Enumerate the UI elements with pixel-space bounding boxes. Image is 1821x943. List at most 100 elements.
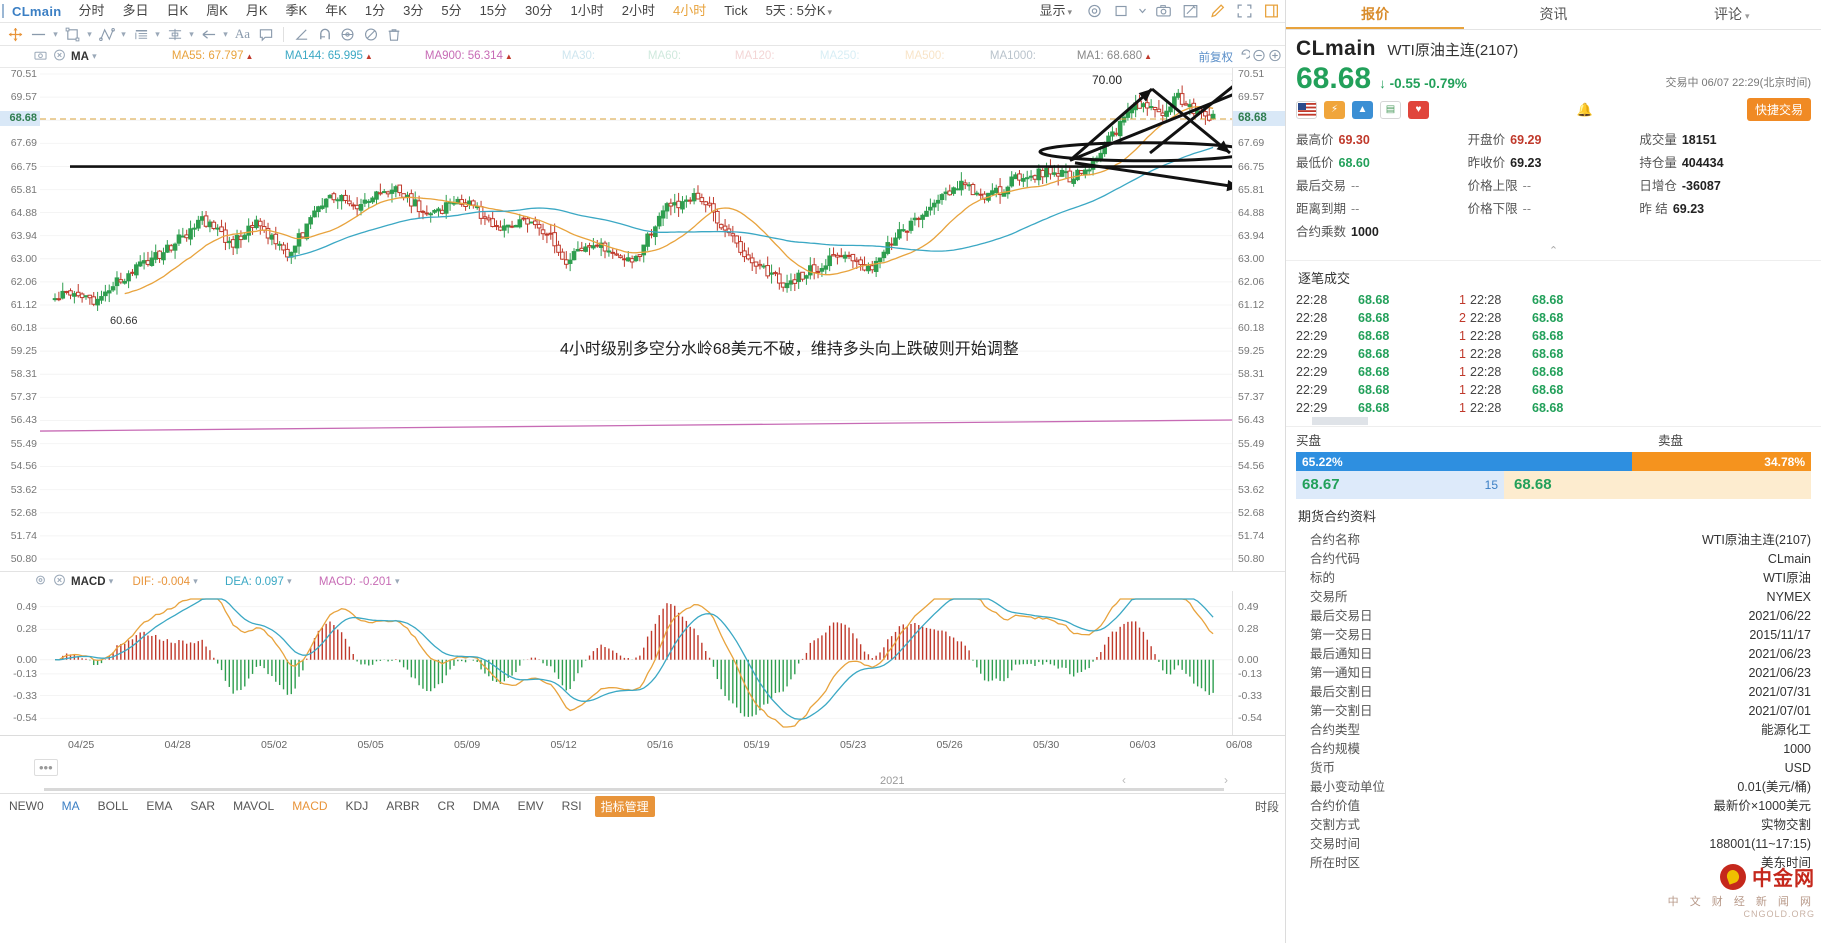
polyline-icon[interactable] [95,24,118,45]
note-icon[interactable]: ▤ [1380,100,1401,119]
segment-label[interactable]: 时段 [1254,799,1279,814]
ma-item-0[interactable]: MA55: 67.797 ▲ [171,49,254,62]
indicator-cr[interactable]: CR [437,799,455,813]
text-block-icon[interactable] [129,24,152,45]
ma-item-2[interactable]: MA900: 56.314 ▲ [424,49,513,62]
macd-plot[interactable] [40,591,1232,735]
indicator-mavol[interactable]: MAVOL [233,799,275,813]
annotate-icon[interactable] [1180,2,1201,20]
indicator-ma[interactable]: MA [61,799,80,813]
rectangle-chevron-down-icon[interactable]: ▾ [87,28,92,39]
custom-timeframe-dropdown[interactable]: 5天 : 5分K ▾ [765,2,833,18]
timeframe-9[interactable]: 5分 [441,3,462,18]
text-block-chevron-down-icon[interactable]: ▾ [155,28,160,39]
indicator-new0[interactable]: NEW0 [9,799,44,813]
rectangle-icon[interactable] [61,24,84,45]
indicator-macd[interactable]: MACD [292,799,328,813]
scrollbar-thumb[interactable] [44,788,1224,791]
timeframe-13[interactable]: 2小时 [621,3,655,18]
timeframe-15[interactable]: Tick [724,3,748,18]
polyline-chevron-down-icon[interactable]: ▾ [121,28,126,39]
arrow-left-icon[interactable] [197,24,220,45]
ma-item-9[interactable]: MA1: 68.680 ▲ [1076,49,1153,62]
macd-close-icon[interactable] [53,574,66,589]
timeframe-3[interactable]: 周K [206,3,228,18]
pyramid-icon[interactable]: ▲ [1352,100,1373,119]
macd-settings-icon[interactable] [34,574,47,589]
indicator-rsi[interactable]: RSI [561,799,582,813]
indicator-sar[interactable]: SAR [190,799,216,813]
timeframe-10[interactable]: 15分 [479,3,508,18]
comment-icon[interactable] [254,24,277,45]
quote-tab-2[interactable]: 评论 ▾ [1714,6,1750,22]
indicator-manager-button[interactable]: 指标管理 [594,795,655,817]
ma-item-6[interactable]: MA250: [819,49,860,62]
no-draw-icon[interactable] [359,24,382,45]
ma-chevron-down-icon[interactable]: ▾ [92,51,97,61]
ma-item-4[interactable]: MA60: [647,49,682,62]
timeframe-14[interactable]: 4小时 [672,3,707,18]
zoom-in-icon[interactable] [1268,49,1282,65]
indicator-arbr[interactable]: ARBR [386,799,420,813]
more-options-icon[interactable]: ••• [34,759,58,776]
chevron-up-icon[interactable]: ⌃ [1286,242,1821,261]
undo-icon[interactable] [1236,48,1251,65]
tab-chevron-down-icon[interactable]: ▾ [1745,11,1750,21]
zoom-out-icon[interactable] [1252,49,1266,65]
panel-icon[interactable] [1261,2,1282,20]
timeframe-2[interactable]: 日K [166,3,189,18]
timeframe-12[interactable]: 1小时 [570,3,604,18]
lightning-icon[interactable]: ⚡ [1324,100,1345,119]
scroll-left-icon[interactable]: ‹ [1122,773,1126,787]
adjust-mode-label[interactable]: 前复权 [1198,51,1234,64]
indicator-emv[interactable]: EMV [517,799,544,813]
line-icon[interactable] [27,24,50,45]
chevron-down-icon[interactable] [1138,2,1147,20]
candlestick-plot[interactable] [40,68,1232,571]
indicator-boll[interactable]: BOLL [97,799,129,813]
display-menu[interactable]: 显示 ▾ [1039,2,1072,18]
bell-icon[interactable]: 🔔 [1576,101,1594,117]
timeframe-0[interactable]: 分时 [78,3,105,18]
ma-item-7[interactable]: MA500: [904,49,945,62]
timeframe-1[interactable]: 多日 [122,3,149,18]
timeframe-7[interactable]: 1分 [364,3,386,18]
dea-chevron-down-icon[interactable]: ▾ [287,576,292,586]
quote-tab-0[interactable]: 报价 [1286,0,1465,29]
ma-item-1[interactable]: MA144: 65.995 ▲ [284,49,373,62]
magnet-icon[interactable] [313,24,336,45]
timeframe-8[interactable]: 3分 [403,3,424,18]
ma-item-8[interactable]: MA1000: [989,49,1036,62]
eye-lock-icon[interactable] [336,24,359,45]
chart-symbol-label[interactable]: CLmain [12,3,62,19]
text-icon[interactable]: Aa [234,26,251,41]
ma-item-3[interactable]: MA30: [561,49,596,62]
timeframe-6[interactable]: 年K [325,3,347,18]
quote-tab-1[interactable]: 资讯 [1539,6,1568,22]
fib-icon[interactable] [163,24,186,45]
timeframe-5[interactable]: 季K [285,3,308,18]
indicator-dma[interactable]: DMA [472,799,500,813]
timeframe-11[interactable]: 30分 [525,3,553,18]
quick-trade-button[interactable]: 快捷交易 [1746,98,1811,121]
line-chevron-down-icon[interactable]: ▾ [53,28,58,39]
macd-chevron-down-icon[interactable]: ▾ [108,576,114,586]
move-icon[interactable] [4,24,27,45]
indicator-ema[interactable]: EMA [146,799,173,813]
angle-icon[interactable] [290,24,313,45]
ma-item-5[interactable]: MA120: [734,49,775,62]
trash-icon[interactable] [382,24,405,45]
arrow-chevron-down-icon[interactable]: ▾ [223,28,228,39]
macd-val-chevron-down-icon[interactable]: ▾ [394,576,400,586]
camera-small-icon[interactable] [34,49,47,64]
heart-icon[interactable]: ♥ [1408,100,1429,119]
close-indicator-icon[interactable] [53,49,66,64]
camera-icon[interactable] [1153,2,1174,20]
indicator-kdj[interactable]: KDJ [345,799,369,813]
scroll-right-icon[interactable]: › [1224,773,1228,787]
fib-chevron-down-icon[interactable]: ▾ [189,28,194,39]
timeframe-4[interactable]: 月K [245,3,268,18]
gear-icon[interactable] [1084,2,1105,20]
fullscreen-icon[interactable] [1234,2,1255,20]
pencil-icon[interactable] [1207,2,1228,20]
